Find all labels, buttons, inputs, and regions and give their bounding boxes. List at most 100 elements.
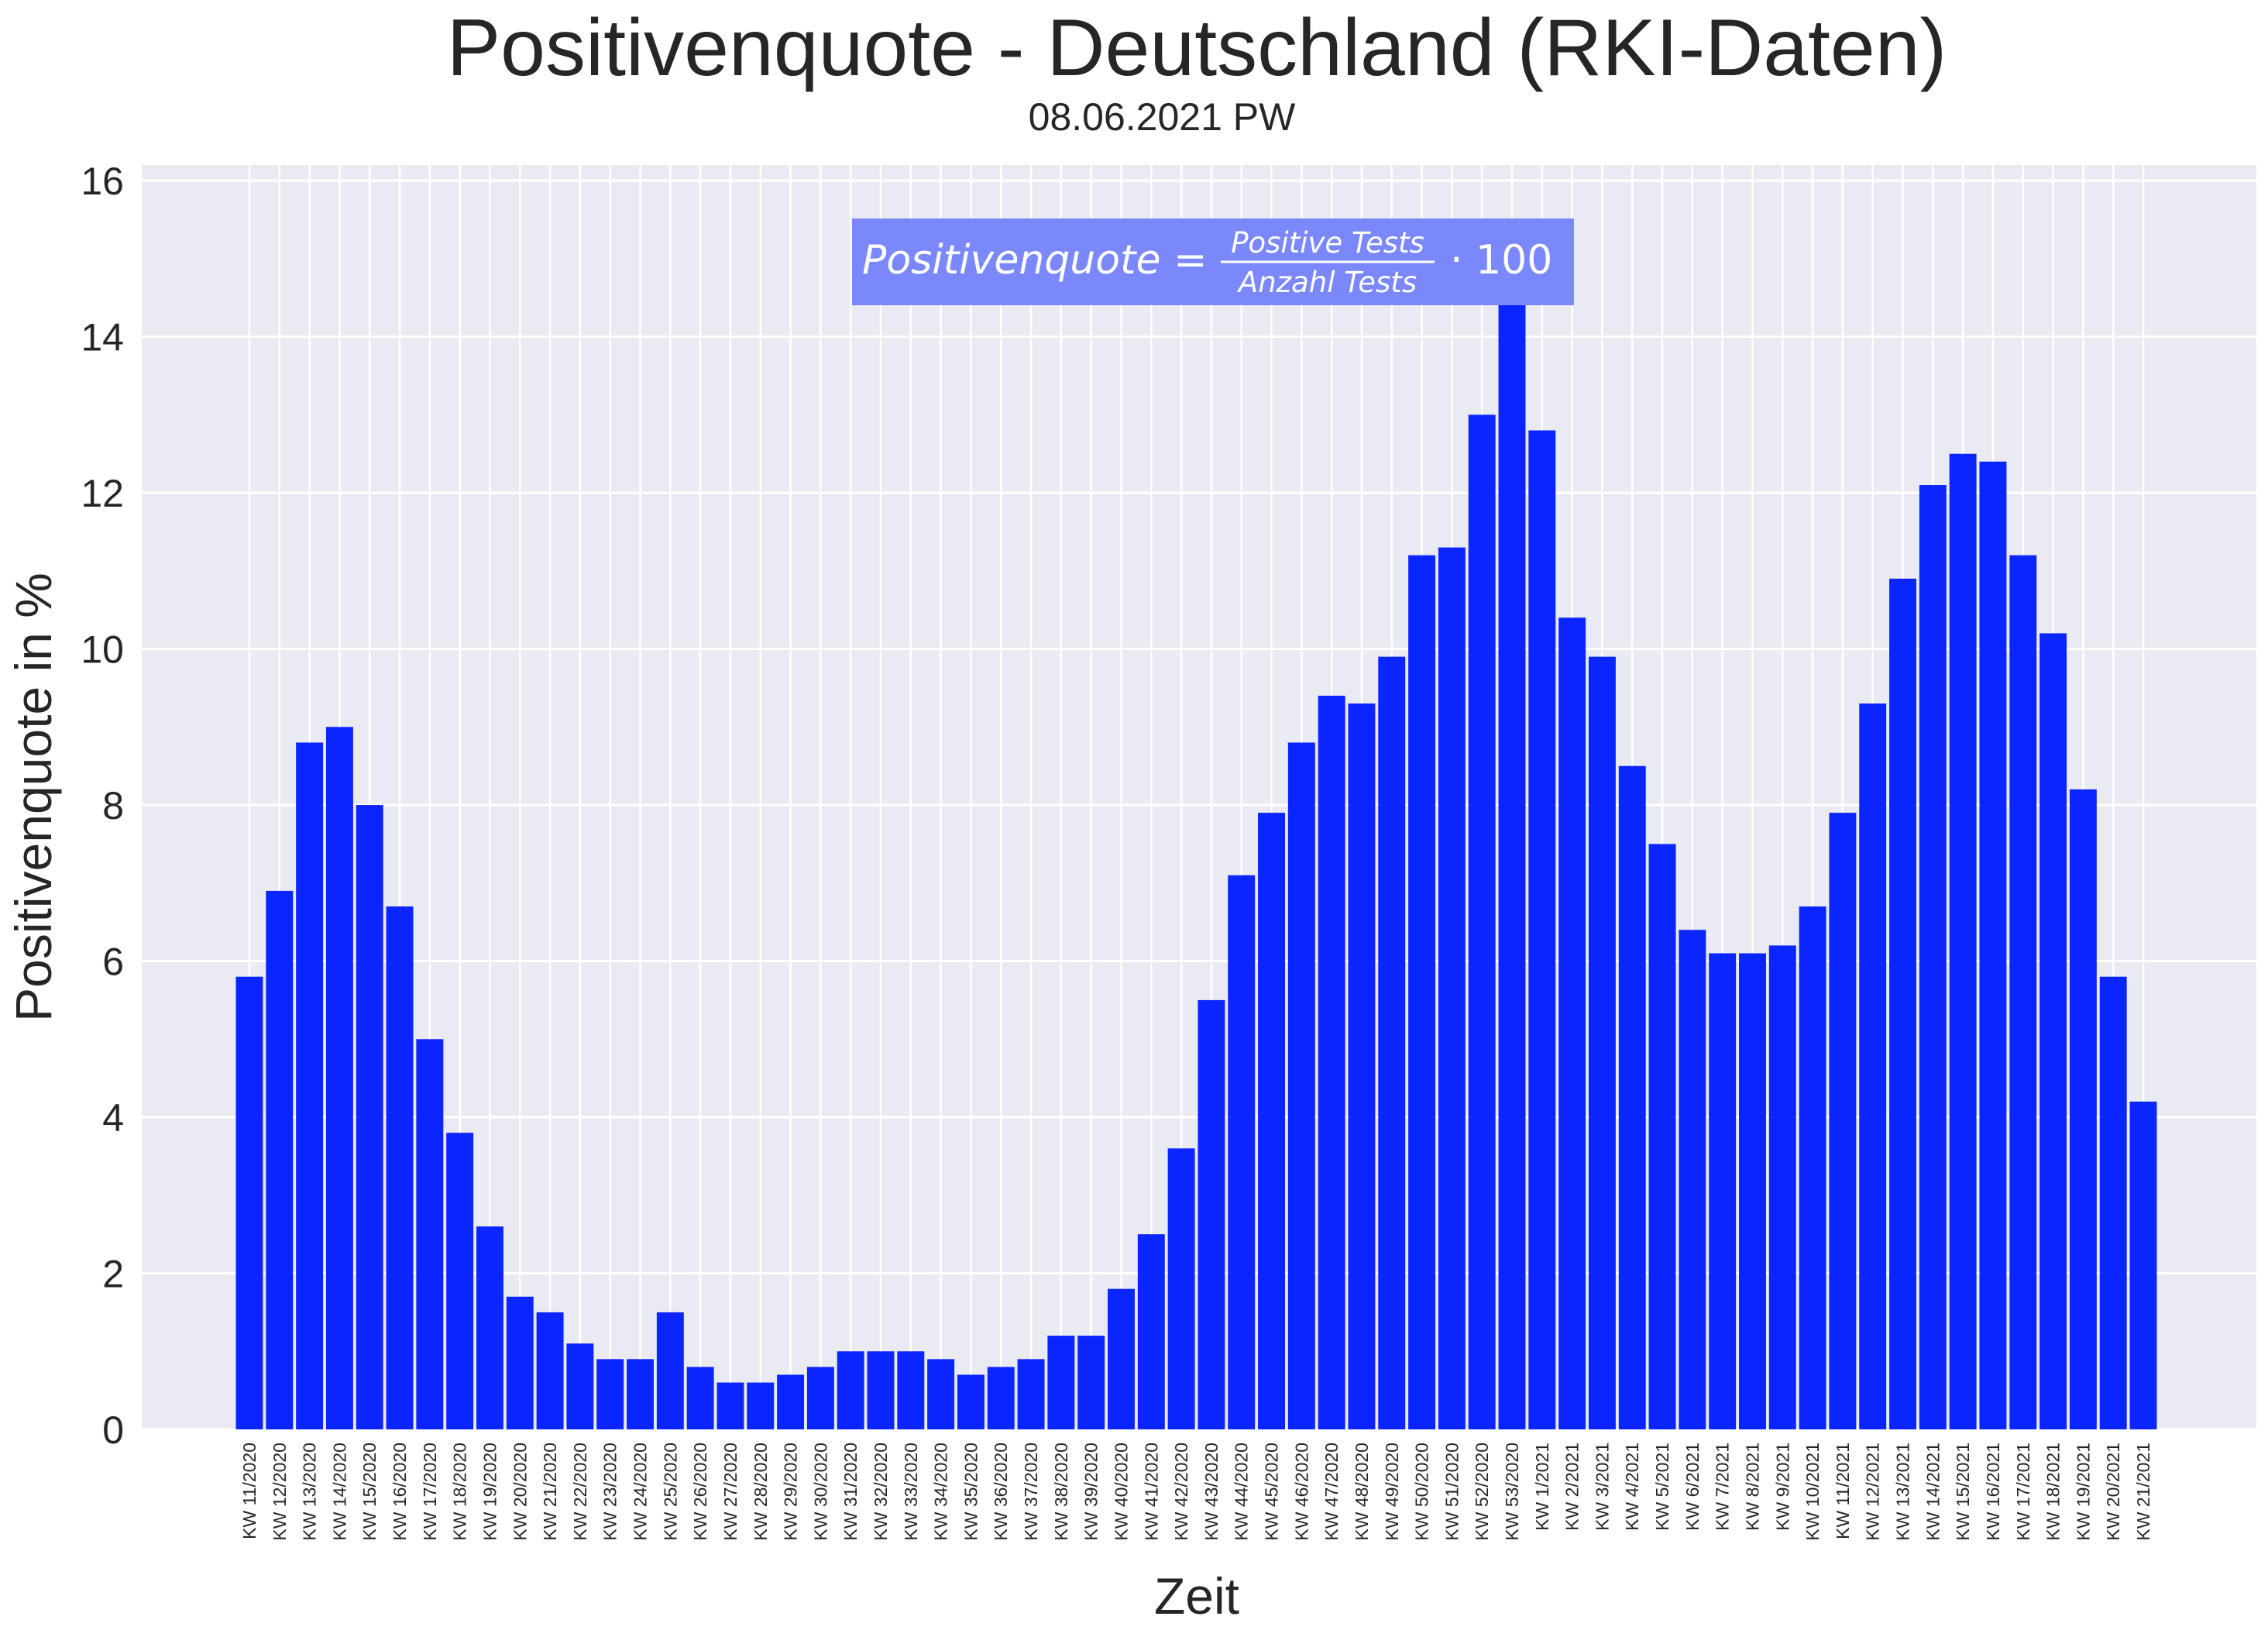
- bar: [1228, 875, 1256, 1429]
- formula-background: [852, 218, 1574, 305]
- x-tick-label: KW 40/2020: [1111, 1443, 1131, 1541]
- x-tick-label: KW 7/2021: [1713, 1443, 1733, 1531]
- x-tick-label: KW 39/2020: [1081, 1443, 1101, 1541]
- bar: [1378, 656, 1406, 1429]
- x-tick-label: KW 21/2020: [540, 1443, 560, 1541]
- x-tick-label: KW 53/2020: [1502, 1443, 1522, 1541]
- x-tick-label: KW 45/2020: [1262, 1443, 1282, 1541]
- x-tick-label: KW 34/2020: [931, 1443, 951, 1541]
- x-tick-label: KW 37/2020: [1021, 1443, 1041, 1541]
- y-tick-label: 0: [102, 1408, 124, 1452]
- bar: [1558, 617, 1586, 1429]
- bar: [266, 890, 294, 1429]
- bar: [325, 727, 353, 1429]
- x-tick-label: KW 15/2021: [1953, 1443, 1973, 1541]
- x-tick-label: KW 25/2020: [660, 1443, 680, 1541]
- y-axis-ticks: 0 2 4 6 8 10 12 14 16: [81, 160, 124, 1452]
- x-tick-label: KW 19/2020: [479, 1443, 500, 1541]
- x-tick-label: KW 49/2020: [1382, 1443, 1402, 1541]
- x-tick-label: KW 26/2020: [690, 1443, 710, 1541]
- bar: [806, 1367, 834, 1429]
- x-tick-label: KW 24/2020: [631, 1443, 651, 1541]
- y-axis-label: Positivenquote in %: [5, 573, 62, 1022]
- x-tick-label: KW 35/2020: [960, 1443, 981, 1541]
- x-tick-label: KW 6/2021: [1682, 1443, 1703, 1531]
- x-tick-label: KW 16/2020: [390, 1443, 410, 1541]
- bar: [867, 1351, 895, 1429]
- x-tick-label: KW 18/2020: [450, 1443, 470, 1541]
- bar: [1468, 414, 1496, 1429]
- bar: [747, 1382, 775, 1429]
- bar: [506, 1296, 534, 1429]
- x-tick-label: KW 18/2021: [2043, 1443, 2064, 1541]
- bar: [627, 1359, 654, 1429]
- x-tick-label: KW 46/2020: [1291, 1443, 1311, 1541]
- x-tick-label: KW 10/2021: [1802, 1443, 1823, 1541]
- x-tick-label: KW 12/2021: [1863, 1443, 1883, 1541]
- x-tick-label: KW 11/2020: [239, 1443, 259, 1539]
- x-tick-label: KW 14/2020: [329, 1443, 349, 1541]
- bar: [235, 976, 263, 1429]
- x-axis-ticks: KW 11/2020 KW 12/2020 KW 13/2020 KW 14/2020…: [239, 1443, 2153, 1541]
- bar: [656, 1312, 684, 1429]
- bar: [1047, 1336, 1075, 1429]
- y-tick-label: 14: [81, 316, 124, 359]
- bar: [837, 1351, 864, 1429]
- x-tick-label: KW 21/2021: [2133, 1443, 2153, 1541]
- x-tick-label: KW 19/2021: [2073, 1443, 2093, 1541]
- bars: [235, 227, 2157, 1430]
- x-tick-label: KW 13/2020: [300, 1443, 320, 1541]
- x-tick-label: KW 14/2021: [1923, 1443, 1943, 1541]
- bar: [957, 1374, 985, 1429]
- y-tick-label: 8: [102, 784, 124, 827]
- bar: [1919, 485, 1947, 1429]
- x-tick-label: KW 13/2021: [1893, 1443, 1913, 1541]
- y-tick-label: 6: [102, 941, 124, 984]
- x-tick-label: KW 12/2020: [270, 1443, 290, 1541]
- bar: [2009, 555, 2037, 1430]
- x-tick-label: KW 15/2020: [359, 1443, 380, 1541]
- bar: [1408, 555, 1436, 1430]
- bar: [386, 906, 414, 1429]
- bar: [1979, 461, 2007, 1429]
- x-tick-label: KW 38/2020: [1051, 1443, 1071, 1541]
- x-tick-label: KW 44/2020: [1232, 1443, 1252, 1541]
- y-tick-label: 16: [81, 160, 124, 203]
- bar: [2039, 633, 2067, 1429]
- bar: [1618, 765, 1646, 1429]
- bar: [596, 1359, 624, 1429]
- x-tick-label: KW 8/2021: [1742, 1443, 1762, 1531]
- x-tick-label: KW 16/2021: [1983, 1443, 2003, 1541]
- x-tick-label: KW 2/2021: [1562, 1443, 1582, 1531]
- bar: [356, 805, 383, 1429]
- y-tick-label: 10: [81, 628, 124, 672]
- chart-title: Positivenquote - Deutschland (RKI-Daten): [447, 3, 1947, 93]
- x-tick-label: KW 3/2021: [1592, 1443, 1612, 1531]
- bar: [777, 1374, 805, 1429]
- bar: [296, 742, 324, 1429]
- bar: [1137, 1234, 1165, 1429]
- bar: [536, 1312, 564, 1429]
- bar: [1528, 430, 1556, 1429]
- x-tick-label: KW 31/2020: [840, 1443, 861, 1541]
- bar: [1679, 930, 1706, 1429]
- bar: [1498, 227, 1526, 1430]
- bar: [2099, 976, 2127, 1429]
- bar: [1768, 945, 1796, 1429]
- x-tick-label: KW 29/2020: [781, 1443, 801, 1541]
- x-tick-label: KW 22/2020: [570, 1443, 590, 1541]
- x-tick-label: KW 48/2020: [1352, 1443, 1372, 1541]
- bar: [1588, 656, 1616, 1429]
- x-tick-label: KW 23/2020: [600, 1443, 620, 1541]
- x-tick-label: KW 52/2020: [1472, 1443, 1492, 1541]
- x-tick-label: KW 42/2020: [1171, 1443, 1191, 1541]
- bar: [1318, 696, 1345, 1429]
- bar: [2069, 789, 2097, 1429]
- bar: [1077, 1336, 1105, 1429]
- bar: [1859, 703, 1887, 1429]
- x-tick-label: KW 28/2020: [751, 1443, 771, 1541]
- formula-lhs: Positivenquote =: [862, 237, 1208, 284]
- bar: [1258, 813, 1285, 1429]
- bar: [1648, 844, 1676, 1429]
